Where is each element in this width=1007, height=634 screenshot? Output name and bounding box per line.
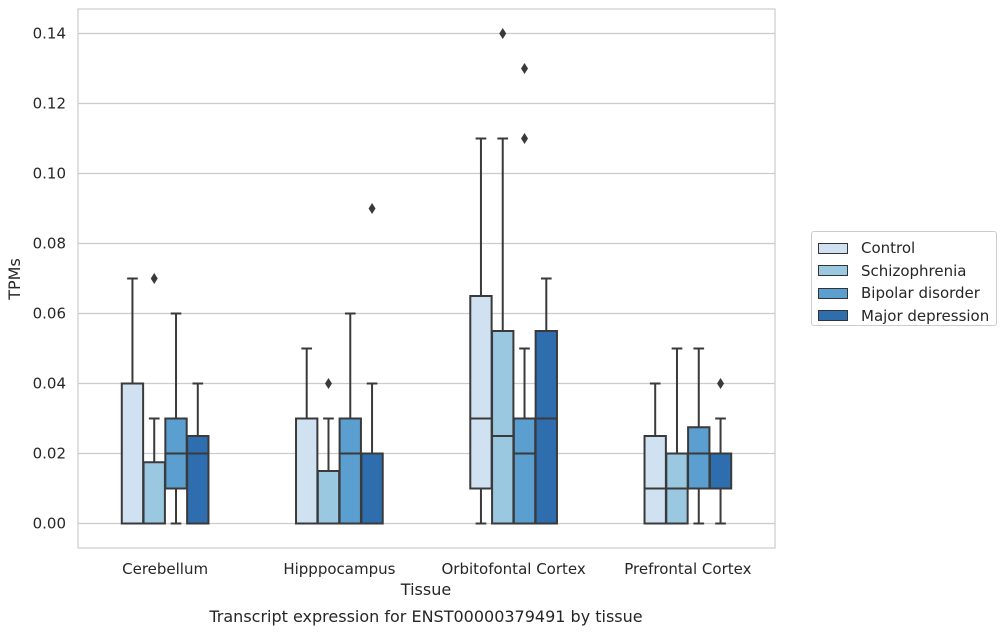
box-control — [469, 137, 493, 525]
legend-swatch — [818, 287, 848, 299]
legend-item: Bipolar disorder — [818, 282, 996, 305]
box-bipolar-disorder — [338, 312, 362, 525]
iqr-box — [186, 435, 210, 525]
iqr-box — [120, 382, 145, 525]
chart-title: Transcript expression for ENST0000037949… — [208, 607, 642, 626]
legend-label: Major depression — [861, 306, 990, 325]
box-schizophrenia — [491, 28, 515, 525]
y-tick-label: 0.04 — [33, 375, 66, 393]
iqr-box — [142, 461, 166, 525]
legend: Control Schizophrenia Bipolar disorder Majo… — [811, 231, 997, 326]
legend-swatch — [818, 265, 848, 277]
iqr-box — [469, 295, 493, 490]
y-axis-label: TPMs — [5, 258, 24, 301]
box-major-depression — [186, 382, 210, 525]
iqr-box — [295, 417, 319, 525]
y-tick-label: 0.14 — [33, 25, 66, 43]
outlier-point — [717, 378, 725, 389]
iqr-box — [643, 435, 667, 525]
legend-swatch — [818, 310, 848, 322]
box-major-depression — [708, 378, 733, 525]
y-tick-label: 0.10 — [33, 165, 66, 183]
legend-label: Schizophrenia — [861, 261, 967, 280]
iqr-box — [512, 417, 537, 525]
outlier-point — [368, 203, 376, 214]
box-bipolar-disorder — [164, 312, 188, 525]
box-bipolar-disorder — [512, 63, 537, 525]
x-tick-label: Prefrontal Cortex — [624, 560, 751, 578]
box-major-depression — [534, 277, 558, 525]
box-schizophrenia — [665, 347, 689, 525]
iqr-box — [491, 330, 515, 525]
y-axis-ticks: 0.00 0.02 0.04 0.06 0.08 0.10 0.12 0.14 — [33, 25, 66, 533]
legend-label: Control — [861, 239, 916, 258]
outlier-point — [521, 63, 529, 74]
x-tick-label: Orbitofontal Cortex — [442, 560, 586, 578]
y-tick-label: 0.02 — [33, 445, 66, 463]
plot-area-frame — [77, 8, 776, 549]
box-control — [295, 347, 319, 525]
outlier-point — [324, 378, 332, 389]
y-tick-label: 0.12 — [33, 95, 66, 113]
legend-item: Control — [818, 237, 996, 260]
x-tick-label: Hipppocampus — [283, 560, 395, 578]
iqr-box — [534, 330, 558, 525]
iqr-box — [687, 426, 711, 490]
legend-item: Schizophrenia — [818, 260, 996, 283]
y-tick-label: 0.00 — [33, 515, 66, 533]
box-control — [120, 277, 145, 525]
x-axis-label: Tissue — [400, 580, 451, 599]
box-bipolar-disorder — [687, 347, 711, 525]
iqr-box — [338, 417, 362, 525]
iqr-box — [360, 452, 384, 525]
x-axis-ticks: Cerebellum Hipppocampus Orbitofontal Corte… — [122, 560, 751, 578]
y-tick-label: 0.08 — [33, 235, 66, 253]
outlier-point — [150, 273, 158, 284]
legend-label: Bipolar disorder — [861, 284, 980, 303]
box-major-depression — [360, 203, 384, 525]
legend-item: Major depression — [818, 305, 996, 328]
outlier-point — [499, 28, 507, 39]
iqr-box — [708, 452, 733, 490]
y-tick-label: 0.06 — [33, 305, 66, 323]
box-schizophrenia — [316, 378, 341, 525]
boxes — [120, 28, 733, 525]
box-schizophrenia — [142, 273, 166, 525]
outlier-point — [521, 133, 529, 144]
iqr-box — [316, 470, 341, 525]
x-tick-label: Cerebellum — [122, 560, 208, 578]
box-control — [643, 382, 667, 525]
legend-swatch — [818, 242, 848, 254]
